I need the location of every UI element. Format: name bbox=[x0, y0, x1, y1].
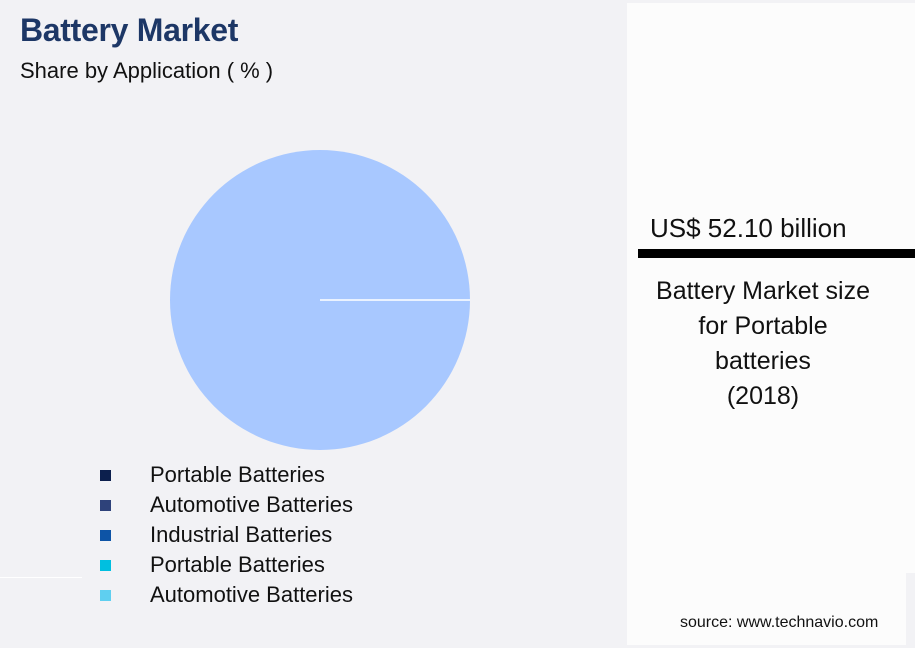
market-size-description: Battery Market size for Portable batteri… bbox=[638, 274, 888, 414]
legend-swatch-icon bbox=[100, 529, 111, 541]
description-line: (2018) bbox=[726, 382, 800, 410]
description-line: Battery Market size bbox=[656, 277, 870, 305]
legend-swatch-icon bbox=[100, 469, 111, 481]
legend-item: Industrial Batteries bbox=[100, 520, 353, 550]
pie-chart bbox=[170, 150, 470, 450]
legend-label: Portable Batteries bbox=[150, 552, 325, 577]
legend-item: Automotive Batteries bbox=[100, 490, 353, 520]
callout-panel bbox=[627, 3, 906, 645]
legend-item: Automotive Batteries bbox=[100, 580, 353, 610]
legend-item: Portable Batteries bbox=[100, 550, 353, 580]
legend-swatch-icon bbox=[100, 559, 111, 571]
description-line: for Portable bbox=[698, 312, 828, 340]
legend-swatch-icon bbox=[100, 499, 111, 511]
market-size-value: US$ 52.10 billion bbox=[650, 213, 847, 243]
divider bbox=[0, 577, 82, 578]
source-credit: source: www.technavio.com bbox=[680, 614, 879, 631]
chart-subtitle: Share by Application ( % ) bbox=[20, 58, 274, 83]
legend-label: Portable Batteries bbox=[150, 462, 325, 487]
value-underline bbox=[638, 249, 915, 258]
description-line: batteries bbox=[715, 347, 811, 375]
legend-item: Portable Batteries bbox=[100, 460, 353, 490]
legend-label: Industrial Batteries bbox=[150, 522, 333, 547]
callout-panel-edge bbox=[906, 3, 915, 573]
legend-label: Automotive Batteries bbox=[150, 582, 353, 607]
legend-label: Automotive Batteries bbox=[150, 492, 353, 517]
chart-title: Battery Market bbox=[20, 12, 239, 48]
chart-legend: Portable Batteries Automotive Batteries … bbox=[100, 460, 353, 610]
legend-swatch-icon bbox=[100, 589, 111, 601]
